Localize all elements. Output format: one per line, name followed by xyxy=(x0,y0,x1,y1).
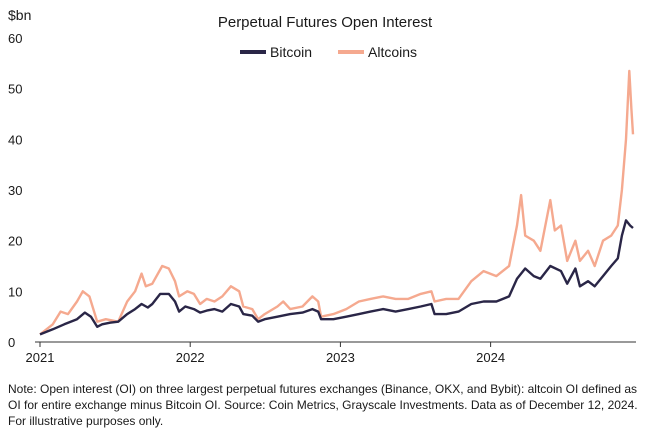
x-axis-ticks: 2021 2022 2023 2024 xyxy=(26,342,505,365)
y-tick-label: 60 xyxy=(8,31,22,46)
y-tick-label: 30 xyxy=(8,183,22,198)
y-tick-label: 40 xyxy=(8,132,22,147)
series-line-bitcoin xyxy=(39,219,634,336)
legend-label-altcoins: Altcoins xyxy=(368,44,417,60)
y-tick-label: 0 xyxy=(8,335,15,350)
y-tick-label: 20 xyxy=(8,234,22,249)
y-axis-ticks: 0 10 20 30 40 50 60 xyxy=(8,31,22,350)
x-tick-label: 2022 xyxy=(176,350,205,365)
series-lines xyxy=(39,69,635,336)
y-axis-label: $bn xyxy=(8,7,31,23)
open-interest-chart: Perpetual Futures Open Interest $bn Bitc… xyxy=(8,7,636,365)
footnote: Note: Open interest (OI) on three larges… xyxy=(8,382,638,428)
y-tick-label: 50 xyxy=(8,82,22,97)
x-tick-label: 2021 xyxy=(26,350,55,365)
x-tick-label: 2023 xyxy=(326,350,355,365)
y-tick-label: 10 xyxy=(8,284,22,299)
legend-label-bitcoin: Bitcoin xyxy=(270,44,312,60)
x-tick-label: 2024 xyxy=(476,350,505,365)
legend: Bitcoin Altcoins xyxy=(240,44,417,60)
chart-title: Perpetual Futures Open Interest xyxy=(218,14,433,31)
series-line-altcoins xyxy=(39,69,635,336)
